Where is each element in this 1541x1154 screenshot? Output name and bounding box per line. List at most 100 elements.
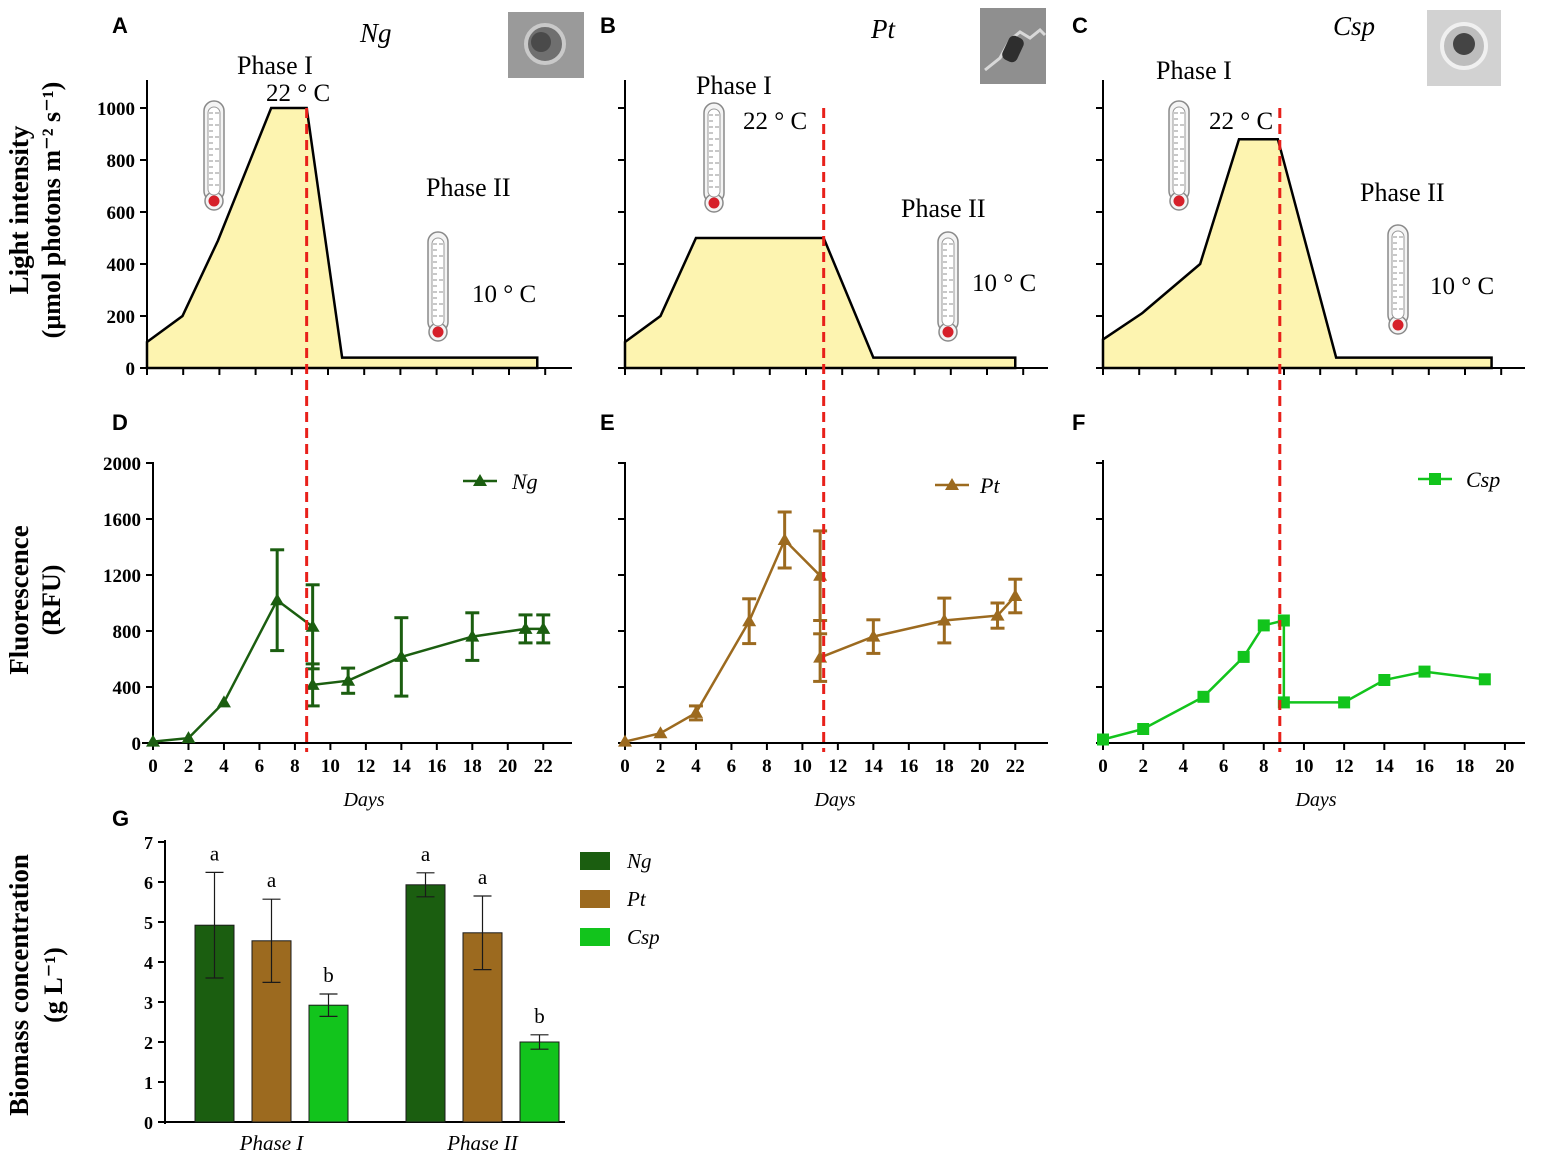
temp1-label-c: 22 ° C	[1209, 108, 1273, 135]
fluorescence-ylabel-line1: Fluorescence	[4, 525, 34, 674]
series-line-csp	[1102, 618, 1485, 741]
data-point	[688, 705, 703, 718]
y-tick-label: 600	[107, 203, 136, 224]
light-area-a	[145, 106, 539, 370]
y-tick-label: 0	[126, 359, 136, 380]
data-point	[1197, 690, 1210, 703]
xlabel-e: Days	[813, 789, 855, 811]
thermometer-icon	[427, 231, 449, 342]
x-tick-label: 4	[691, 756, 701, 777]
significance-letter: b	[534, 1004, 545, 1028]
panel-b: B Pt Phase I 22 ° C Phase II 10 ° C	[600, 8, 1048, 375]
bar-series: a a b a a b	[194, 841, 560, 1123]
light-ylabel-line1: Light intensity	[4, 125, 34, 294]
species-title-b: Pt	[870, 14, 896, 44]
data-point	[1418, 665, 1431, 678]
x-tick-label: 18	[1455, 756, 1474, 777]
legend-swatch-ng	[580, 852, 610, 870]
panel-f: F 0 2 4 6 8 10 12 14 16 18 20 Csp Days	[1072, 410, 1525, 811]
biomass-ylabel: Biomass concentration (g L⁻¹)	[4, 854, 68, 1116]
y-tick-label: 400	[107, 255, 136, 276]
error-bar	[205, 871, 224, 979]
data-point	[1137, 723, 1150, 735]
error-bar	[416, 872, 435, 898]
y-tick-label: 6	[144, 873, 153, 893]
y-tick-label: 7	[144, 833, 153, 853]
x-tick-label: 8	[1259, 756, 1269, 777]
data-point	[216, 695, 231, 708]
y-tick-label: 1200	[103, 566, 141, 587]
xlabel-d: Days	[342, 789, 384, 811]
legend-label-csp: Csp	[627, 925, 660, 949]
light-ylabel: Light intensity (µmol photons m⁻² s⁻¹)	[4, 82, 66, 339]
x-tick-label: 0	[1098, 756, 1108, 777]
data-point	[1338, 696, 1351, 709]
phase1-label-a: Phase I	[237, 51, 313, 80]
data-point	[990, 608, 1005, 621]
panel-d: D 0 400 800 1200 1600 2000 0 2 4 6 8 10 12 14 16 18 20 22…	[4, 410, 572, 811]
data-point	[146, 734, 160, 747]
x-tick-label: 20	[1495, 756, 1514, 777]
x-tick-label: 12	[1335, 756, 1354, 777]
temp1-label-a: 22 ° C	[266, 80, 330, 107]
error-bar	[473, 895, 492, 971]
legend-marker-ng	[473, 474, 487, 486]
phase-dividers	[305, 108, 1282, 752]
data-point	[465, 629, 480, 642]
panel-a: A Ng 0 200 400 600 800 1000 Phase I 22 ° C Ph…	[4, 12, 584, 380]
xlabel-f: Days	[1294, 789, 1336, 811]
temp2-label-c: 10 ° C	[1430, 273, 1494, 300]
legend-marker-pt	[945, 478, 959, 490]
x-tick-label: 6	[727, 756, 737, 777]
biomass-ylabel-line2: (g L⁻¹)	[39, 947, 68, 1023]
panel-letter-d: D	[112, 410, 128, 435]
bar-ng	[405, 884, 446, 1123]
temp2-label-b: 10 ° C	[972, 270, 1036, 297]
bar-csp	[519, 1041, 560, 1123]
x-tick-label: 8	[762, 756, 772, 777]
fluorescence-ylabel-line2: (RFU)	[37, 565, 66, 636]
legend-label-pt: Pt	[626, 887, 647, 911]
y-tick-label: 800	[107, 151, 136, 172]
data-point	[181, 731, 196, 744]
y-tick-label: 0	[144, 1113, 153, 1133]
data-point	[270, 593, 285, 606]
x-tick-label: 2	[184, 756, 194, 777]
y-tick-label: 1000	[97, 99, 135, 120]
y-tick-label: 400	[113, 678, 142, 699]
data-point	[518, 621, 533, 634]
panel-c: C Csp Phase I 22 ° C Phase II 10 ° C	[1072, 10, 1525, 375]
category-label-phase-1: Phase I	[239, 1131, 305, 1154]
x-tick-label: 2	[656, 756, 666, 777]
x-tick-label: 14	[1375, 756, 1395, 777]
panel-letter-b: B	[600, 13, 616, 38]
legend-label-ng: Ng	[626, 849, 652, 873]
panel-letter-e: E	[600, 410, 615, 435]
panel-letter-a: A	[112, 13, 128, 38]
series-csp	[1097, 614, 1491, 746]
y-tick-label: 4	[144, 953, 153, 973]
legend-swatch-pt	[580, 890, 610, 908]
microscope-thumbnail-b	[980, 8, 1047, 84]
x-tick-label: 22	[534, 756, 553, 777]
significance-letter: a	[210, 841, 220, 865]
y-tick-label: 1600	[103, 510, 141, 531]
x-tick-label: 8	[290, 756, 300, 777]
y-tick-label: 800	[113, 622, 142, 643]
axes-f: 0 2 4 6 8 10 12 14 16 18 20	[1096, 460, 1525, 777]
panel-letter-f: F	[1072, 410, 1085, 435]
error-bar	[530, 1034, 549, 1050]
data-point	[866, 629, 881, 642]
temp2-label-a: 10 ° C	[472, 281, 536, 308]
x-tick-label: 20	[498, 756, 517, 777]
light-area-c	[1101, 137, 1493, 370]
y-tick-label: 2000	[103, 454, 141, 475]
series-pt	[618, 510, 1023, 747]
data-point	[1008, 589, 1023, 601]
thermometer-icon	[1387, 224, 1409, 335]
thermometer-icon	[1168, 100, 1190, 211]
x-tick-label: 16	[1415, 756, 1434, 777]
bar-csp	[308, 1004, 349, 1123]
data-point	[1237, 650, 1250, 663]
